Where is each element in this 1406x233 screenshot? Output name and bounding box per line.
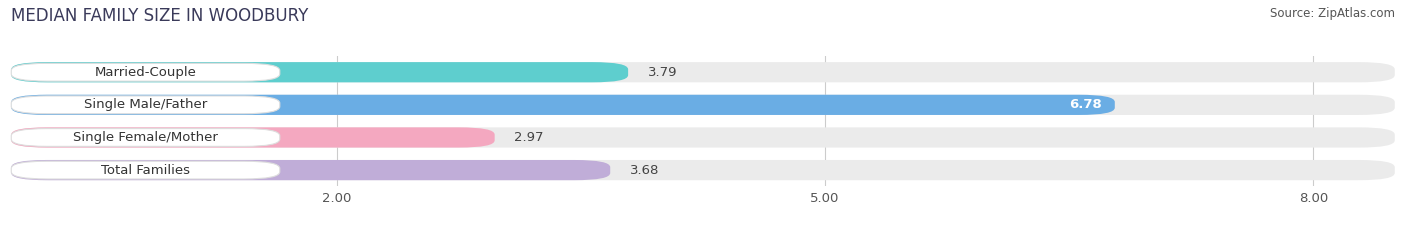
FancyBboxPatch shape bbox=[11, 62, 1395, 82]
FancyBboxPatch shape bbox=[11, 96, 280, 114]
Text: Source: ZipAtlas.com: Source: ZipAtlas.com bbox=[1270, 7, 1395, 20]
FancyBboxPatch shape bbox=[11, 95, 1115, 115]
FancyBboxPatch shape bbox=[11, 63, 280, 81]
FancyBboxPatch shape bbox=[11, 129, 280, 146]
Text: Single Female/Mother: Single Female/Mother bbox=[73, 131, 218, 144]
Text: 2.97: 2.97 bbox=[515, 131, 544, 144]
Text: 3.68: 3.68 bbox=[630, 164, 659, 177]
Text: Total Families: Total Families bbox=[101, 164, 190, 177]
FancyBboxPatch shape bbox=[11, 127, 1395, 147]
FancyBboxPatch shape bbox=[11, 95, 1395, 115]
Text: MEDIAN FAMILY SIZE IN WOODBURY: MEDIAN FAMILY SIZE IN WOODBURY bbox=[11, 7, 309, 25]
FancyBboxPatch shape bbox=[11, 160, 610, 180]
Text: Married-Couple: Married-Couple bbox=[94, 66, 197, 79]
Text: 3.79: 3.79 bbox=[648, 66, 678, 79]
FancyBboxPatch shape bbox=[11, 127, 495, 147]
FancyBboxPatch shape bbox=[11, 160, 1395, 180]
Text: Single Male/Father: Single Male/Father bbox=[84, 98, 207, 111]
Text: 6.78: 6.78 bbox=[1069, 98, 1102, 111]
FancyBboxPatch shape bbox=[11, 161, 280, 179]
FancyBboxPatch shape bbox=[11, 62, 628, 82]
